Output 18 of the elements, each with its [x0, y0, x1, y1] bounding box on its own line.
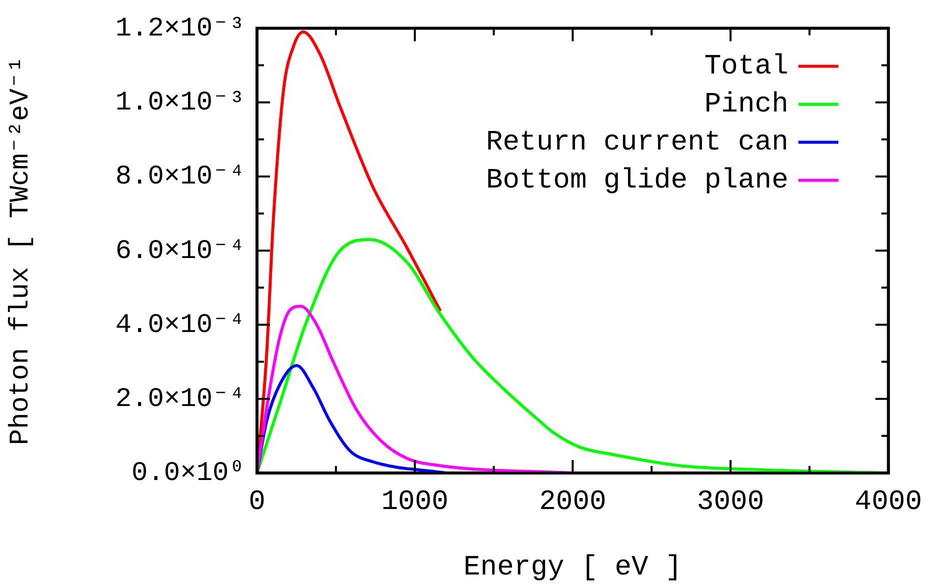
x-axis-title: Energy [ eV ]	[463, 552, 682, 584]
legend-label: Return current can	[486, 128, 788, 159]
y-tick-label: 1.0×10⁻³	[115, 88, 245, 118]
x-tick-label: 2000	[539, 487, 606, 518]
y-tick-label: 8.0×10⁻⁴	[115, 162, 245, 193]
y-tick-label: 6.0×10⁻⁴	[115, 236, 245, 267]
y-tick-label: 4.0×10⁻⁴	[115, 310, 245, 341]
legend-label: Total	[704, 52, 788, 83]
y-axis-title: Photon flux [ TWcm⁻²eV⁻¹	[6, 56, 36, 446]
y-tick-label: 2.0×10⁻⁴	[115, 385, 245, 416]
x-tick-label: 3000	[696, 487, 764, 518]
x-tick-label: 4000	[854, 487, 922, 518]
x-tick-label: 0	[248, 487, 266, 518]
y-tick-label: 0.0×10⁰	[132, 459, 245, 490]
legend-label: Bottom glide plane	[486, 166, 788, 197]
x-tick-label: 1000	[381, 487, 448, 518]
legend-label: Pinch	[704, 90, 788, 121]
y-tick-label: 1.2×10⁻³	[115, 14, 245, 44]
